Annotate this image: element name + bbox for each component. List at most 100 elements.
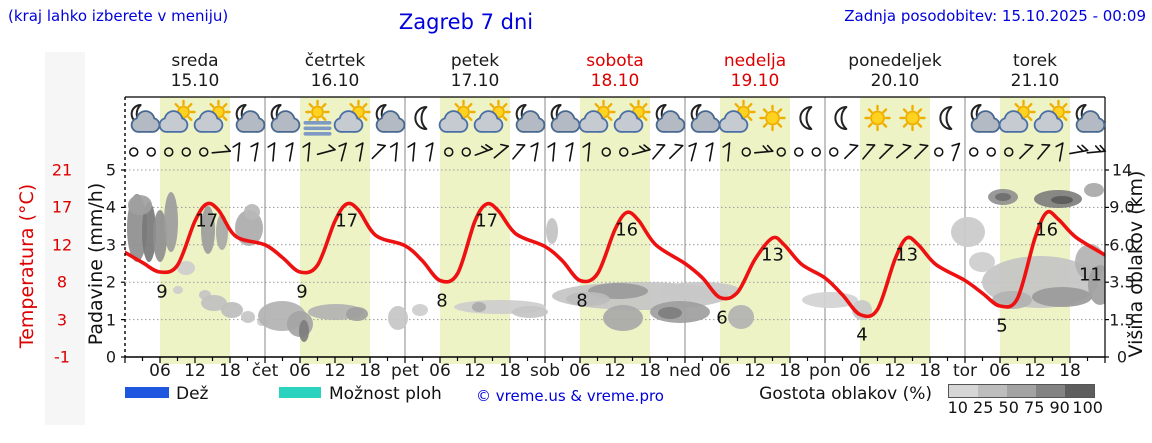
- temp-tick: -1: [54, 347, 70, 367]
- sun-icon: [899, 104, 926, 132]
- cloud-blob: [995, 193, 1011, 201]
- temperature-curve: [125, 201, 1105, 319]
- moon-icon: [414, 106, 428, 130]
- day-name: četrtek: [304, 51, 366, 71]
- cloud-blob: [299, 320, 309, 342]
- cloud-blob: [603, 305, 643, 331]
- cloud-blob: [1084, 183, 1104, 197]
- cloud-blob: [658, 307, 682, 319]
- sun-cloud-icon: [333, 99, 371, 133]
- day-date: 16.10: [310, 71, 360, 91]
- min-temp-label: 9: [296, 281, 308, 303]
- cloud-blob: [412, 304, 428, 316]
- day-abbrev-label: ned: [668, 361, 702, 381]
- cloud-density-label: Gostota oblakov (%): [759, 384, 932, 404]
- cloud-height-tick: 14: [1111, 160, 1133, 180]
- precip-tick: 4: [105, 197, 117, 217]
- moon-icon: [799, 106, 813, 130]
- wind-barb-icon: [474, 144, 494, 156]
- cloud-blob: [164, 192, 178, 252]
- cloud-icon: [690, 110, 721, 133]
- cloud-icon: [970, 110, 1001, 133]
- day-name: sreda: [171, 51, 219, 71]
- cloud-icon: [1075, 110, 1106, 133]
- wind-barb-icon: [951, 142, 961, 162]
- day-date: 21.10: [1010, 71, 1060, 91]
- wind-calm-icon: [776, 147, 786, 157]
- cloud-blob: [951, 217, 985, 247]
- hour-label: 12: [324, 361, 346, 381]
- cloud-blob: [1032, 287, 1092, 307]
- hour-label: 18: [359, 361, 381, 381]
- hour-label: 18: [219, 361, 241, 381]
- wind-calm-icon: [619, 147, 629, 157]
- menu-hint: (kraj lahko izberete v meniju): [8, 7, 229, 25]
- wind-barb-icon: [753, 144, 774, 154]
- wind-barb-icon: [631, 144, 651, 156]
- hour-label: 06: [849, 361, 871, 381]
- cloud-icon: [438, 110, 469, 133]
- wind-calm-icon: [164, 147, 174, 157]
- copyright-link[interactable]: © vreme.us & vreme.pro: [476, 387, 664, 405]
- cloud-icon: [550, 110, 581, 133]
- left-gray-band: [45, 52, 85, 425]
- hour-label: 18: [639, 361, 661, 381]
- wind-barb-icon: [688, 142, 697, 162]
- cloud-blob: [660, 282, 740, 298]
- density-tick: 25: [973, 398, 994, 417]
- max-temp-label: 17: [195, 210, 219, 232]
- max-temp-label: 13: [895, 244, 919, 266]
- day-date: 17.10: [450, 71, 500, 91]
- wind-barb-icon: [862, 143, 876, 160]
- wind-barb-icon: [1019, 143, 1034, 160]
- wind-calm-icon: [601, 147, 611, 157]
- temp-tick: 21: [51, 160, 73, 180]
- cloud-height-tick: 1.5: [1109, 310, 1135, 330]
- moon-icon: [834, 106, 848, 130]
- cloud-blob: [388, 306, 408, 330]
- hour-label: 12: [184, 361, 206, 381]
- night-cloud-icon: [1075, 104, 1106, 133]
- day-date: 19.10: [730, 71, 780, 91]
- day-date: 18.10: [590, 71, 640, 91]
- cloud-blob: [992, 291, 1032, 309]
- wind-calm-icon: [986, 147, 996, 157]
- night-cloud-icon: [655, 104, 686, 133]
- day-abbrev-label: tor: [952, 361, 978, 381]
- wind-barb-icon: [425, 142, 434, 162]
- cloud-blob: [201, 295, 227, 311]
- moon-icon: [939, 106, 953, 130]
- night-cloud-icon: [375, 104, 406, 133]
- temp-tick: 17: [51, 197, 73, 217]
- hour-label: 12: [744, 361, 766, 381]
- wind-barb-icon: [211, 144, 232, 154]
- wind-barb-icon: [512, 143, 526, 160]
- night-cloud-icon: [515, 104, 546, 133]
- wind-barb-icon: [705, 142, 714, 162]
- page-title: Zagreb 7 dni: [398, 10, 534, 34]
- wind-calm-icon: [146, 147, 156, 157]
- wind-barb-icon: [316, 144, 336, 156]
- density-segment: [1065, 385, 1094, 397]
- wind-barb-icon: [879, 143, 894, 160]
- night-cloud-icon: [130, 104, 161, 133]
- cloud-icon: [613, 110, 644, 133]
- cloud-icon: [333, 110, 364, 133]
- sun-cloud-icon: [158, 99, 196, 133]
- max-temp-label: 16: [1035, 219, 1059, 240]
- temp-tick: 12: [51, 235, 73, 255]
- cloud-blob: [1088, 265, 1105, 305]
- day-abbrev-label: pon: [809, 361, 841, 381]
- night-cloud-icon: [270, 104, 301, 133]
- cloud-blob: [173, 286, 183, 294]
- day-name: torek: [1013, 51, 1057, 71]
- precip-tick: 1: [105, 310, 117, 330]
- wind-barb-icon: [914, 143, 929, 160]
- cloud-cover-layer: [127, 183, 1105, 342]
- wind-calm-icon: [741, 147, 751, 157]
- cloud-height-tick: 6.0: [1109, 235, 1135, 255]
- sun-cloud-icon: [998, 99, 1036, 133]
- wind-barb-icon: [565, 142, 574, 162]
- hour-label: 12: [884, 361, 906, 381]
